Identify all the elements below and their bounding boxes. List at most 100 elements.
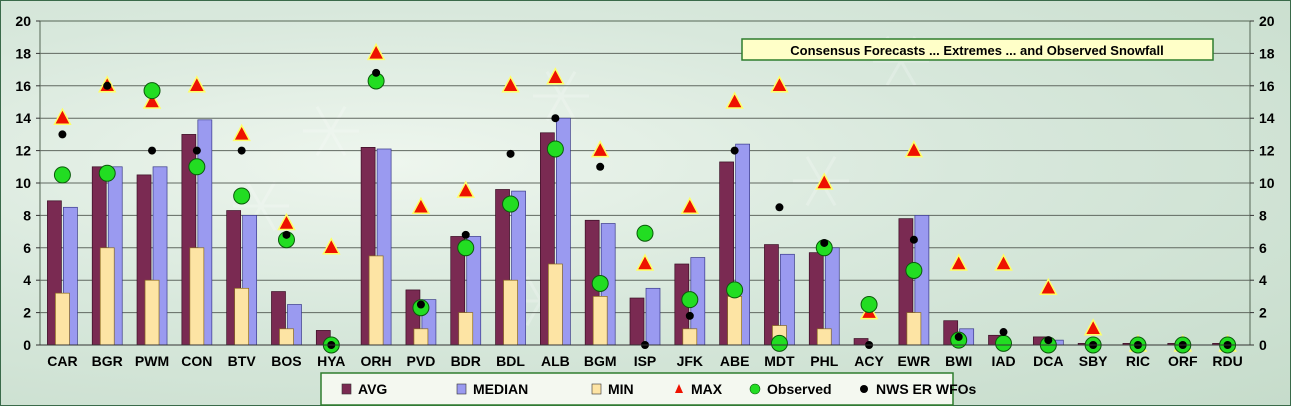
- bar-min-BDL: [503, 279, 518, 346]
- legend-label-max: MAX: [691, 381, 723, 397]
- x-tick-label-ALB: ALB: [541, 353, 570, 369]
- snowflake-deco-1: [533, 71, 589, 121]
- x-tick-label-ABE: ABE: [720, 353, 750, 369]
- marker-observed-BTV: [233, 187, 251, 205]
- marker-max-BTV: [232, 123, 251, 142]
- y-tick-label-right-20: 20: [1259, 13, 1275, 29]
- y-tick-label-right-2: 2: [1259, 305, 1267, 321]
- x-tick-label-ORF: ORF: [1168, 353, 1198, 369]
- bar-min-ORH: [368, 255, 384, 346]
- marker-nws-BOS: [282, 230, 291, 239]
- y-tick-label-left-0: 0: [23, 337, 31, 353]
- x-tick-label-RDU: RDU: [1212, 353, 1242, 369]
- y-tick-label-left-8: 8: [23, 207, 31, 223]
- marker-observed-BDR: [457, 239, 475, 257]
- marker-observed-ISP: [636, 224, 654, 242]
- legend-swatch-avg: [341, 383, 352, 395]
- legend-label-nws-er-wfos: NWS ER WFOs: [876, 381, 977, 397]
- x-tick-label-CAR: CAR: [47, 353, 77, 369]
- marker-max-BOS: [277, 212, 296, 231]
- marker-max-BWI: [949, 253, 968, 271]
- marker-max-ABE: [725, 91, 744, 109]
- legend-swatch-nws-er-wfos: [860, 385, 868, 393]
- bar-min-CON: [189, 247, 205, 346]
- marker-max-PVD: [411, 196, 431, 215]
- x-tick-label-BDR: BDR: [451, 353, 481, 369]
- marker-observed-PWM: [143, 82, 161, 100]
- marker-max-IAD: [994, 253, 1013, 271]
- x-tick-label-HYA: HYA: [317, 353, 345, 369]
- marker-nws-JFK: [685, 311, 694, 320]
- x-tick-label-BGR: BGR: [92, 353, 123, 369]
- marker-observed-EWR: [905, 261, 923, 279]
- bar-min-ALB: [548, 263, 563, 346]
- marker-max-HYA: [322, 237, 341, 255]
- y-tick-label-left-12: 12: [15, 143, 31, 159]
- marker-max-ISP: [635, 253, 655, 271]
- marker-nws-ABE: [730, 146, 739, 155]
- y-tick-label-left-14: 14: [15, 110, 31, 126]
- x-tick-label-BTV: BTV: [228, 353, 257, 369]
- marker-nws-BTV: [237, 146, 246, 155]
- marker-nws-BDR: [461, 230, 470, 239]
- legend-label-avg: AVG: [358, 381, 387, 397]
- marker-observed-ACY: [860, 296, 878, 313]
- marker-max-BGM: [590, 140, 610, 158]
- marker-max-MDT: [770, 75, 789, 93]
- x-tick-label-ISP: ISP: [634, 353, 657, 369]
- chart-title: Consensus Forecasts ... Extremes ... and…: [790, 43, 1164, 58]
- marker-nws-MDT: [775, 203, 784, 212]
- chart-title-box: Consensus Forecasts ... Extremes ... and…: [741, 38, 1214, 61]
- marker-observed-CAR: [53, 166, 71, 184]
- marker-observed-ABE: [726, 281, 744, 299]
- marker-max-CAR: [53, 107, 72, 125]
- bar-min-PHL: [816, 328, 832, 346]
- bar-min-BGR: [99, 247, 115, 346]
- marker-max-PHL: [815, 172, 834, 190]
- bar-min-ABE: [727, 296, 742, 346]
- x-tick-label-SBY: SBY: [1079, 353, 1108, 369]
- marker-observed-JFK: [681, 291, 699, 309]
- bar-min-JFK: [682, 328, 698, 346]
- marker-nws-BGR: [103, 81, 112, 90]
- y-tick-label-right-0: 0: [1259, 337, 1267, 353]
- y-tick-label-right-10: 10: [1259, 175, 1275, 191]
- x-tick-label-ACY: ACY: [854, 353, 884, 369]
- x-tick-label-BWI: BWI: [945, 353, 972, 369]
- marker-max-ORH: [366, 42, 386, 61]
- marker-max-ALB: [546, 67, 565, 85]
- x-tick-label-MDT: MDT: [764, 353, 795, 369]
- legend-swatch-median: [456, 383, 467, 395]
- x-tick-label-BDL: BDL: [496, 353, 525, 369]
- marker-max-SBY: [1083, 318, 1103, 336]
- x-axis: CAR BGR PWM CON BTV BOS HYA ORH PVD BDR BDL ALB BGM I…: [40, 344, 1250, 369]
- y-tick-label-left-10: 10: [15, 175, 31, 191]
- y-tick-label-left-4: 4: [23, 272, 31, 288]
- marker-observed-ALB: [546, 140, 564, 158]
- legend-swatch-max: [675, 384, 683, 393]
- gridlines: [40, 52, 1250, 314]
- x-tick-label-EWR: EWR: [898, 353, 931, 369]
- bar-min-PVD: [413, 328, 429, 346]
- x-tick-label-CON: CON: [181, 353, 212, 369]
- y-tick-label-right-18: 18: [1259, 45, 1275, 61]
- x-tick-label-DCA: DCA: [1033, 353, 1063, 369]
- legend-swatch-observed: [749, 383, 761, 395]
- y-tick-label-left-2: 2: [23, 305, 31, 321]
- marker-nws-BDL: [506, 149, 515, 158]
- marker-observed-CON: [188, 158, 206, 176]
- y-tick-label-right-14: 14: [1259, 110, 1275, 126]
- y-axis-right: 0 2 4 6 8 10 12 14 16 18 20: [1250, 13, 1275, 353]
- x-tick-label-ORH: ORH: [361, 353, 392, 369]
- x-tick-label-BGM: BGM: [584, 353, 617, 369]
- marker-max-CON: [187, 75, 207, 93]
- bar-min-EWR: [906, 312, 922, 346]
- marker-nws-CAR: [58, 130, 67, 139]
- y-axis-left: 0 2 4 6 8 10 12 14 16 18 20: [15, 13, 40, 353]
- bar-median-ISP: [645, 287, 661, 346]
- marker-nws-EWR: [909, 235, 918, 244]
- y-tick-label-right-16: 16: [1259, 78, 1275, 94]
- bar-avg-ISP: [629, 297, 645, 346]
